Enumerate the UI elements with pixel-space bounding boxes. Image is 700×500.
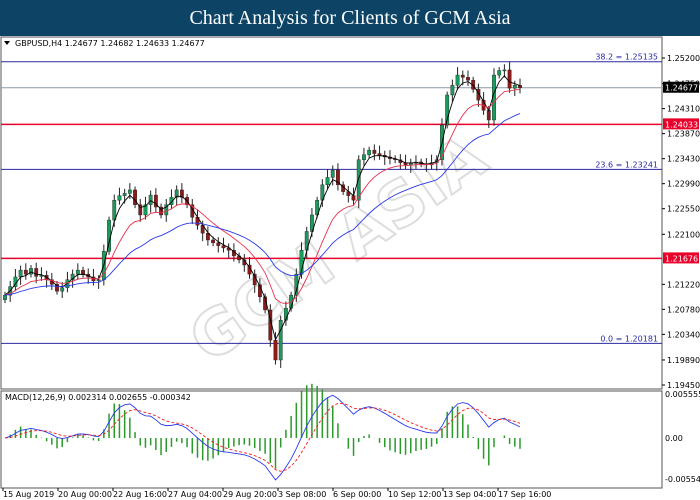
x-tick-label: 27 Aug 04:00 [168, 490, 222, 499]
y-tick-label: 1.23870 [667, 130, 700, 139]
y-tick-label: 1.24310 [667, 105, 700, 114]
candle-body [75, 269, 80, 275]
candle-body [460, 74, 465, 78]
macd-signal-line [4, 402, 521, 472]
candle-body [512, 85, 517, 89]
candle-body [221, 245, 226, 249]
y-tick-label: 1.25200 [667, 54, 700, 63]
y-tick-label: 1.22990 [667, 180, 700, 189]
candle-body [377, 153, 382, 156]
x-tick-label: 15 Aug 2019 [3, 490, 54, 499]
candle-body [325, 177, 330, 186]
candle-body [29, 268, 33, 275]
candle-body [133, 189, 137, 205]
candle-body [122, 193, 127, 196]
candle-body [81, 269, 85, 275]
ma-mid-line [4, 89, 521, 305]
candle-body [3, 294, 7, 300]
x-tick-label: 29 Aug 20:00 [223, 490, 277, 499]
x-tick-label: 20 Aug 00:00 [58, 490, 112, 499]
candle-body [216, 242, 221, 246]
candle-body [273, 339, 278, 361]
price-panel [0, 36, 663, 390]
price-tag-bg [663, 252, 699, 264]
candle-body [450, 85, 455, 96]
dropdown-triangle-icon[interactable] [4, 41, 10, 45]
candle-body [174, 189, 179, 198]
candle-body [315, 199, 320, 216]
x-tick-label: 3 Sep 08:00 [278, 490, 326, 499]
candle-body [476, 89, 481, 101]
macd-y-tick-label: 0.005555 [665, 390, 700, 399]
x-tick-label: 13 Sep 04:00 [443, 490, 496, 499]
x-tick-label: 6 Sep 00:00 [333, 490, 381, 499]
candle-body [164, 204, 169, 216]
candle-body [169, 197, 174, 205]
fib-level-label: 0.0 = 1.20181 [600, 334, 658, 343]
candle-body [497, 70, 502, 76]
price-tag-label: 1.21676 [665, 254, 698, 263]
candle-body [445, 94, 450, 126]
y-tick-label: 1.20340 [667, 330, 700, 339]
macd-y-tick-label: -0.005544 [665, 475, 700, 484]
candle-body [362, 154, 366, 160]
candle-body [23, 269, 28, 275]
ma-fast-line [4, 75, 521, 341]
candle-body [127, 189, 132, 194]
candle-body [148, 194, 153, 205]
candle-body [18, 269, 23, 278]
candle-body [112, 199, 117, 221]
current-price-tag: 1.24677 [665, 84, 698, 93]
current-price-tag-bg [663, 81, 699, 93]
candle-body [367, 149, 372, 155]
candle-body [310, 214, 314, 232]
price-tag-label: 1.24033 [665, 120, 698, 129]
y-tick-label: 1.19890 [667, 356, 700, 365]
page-title: Chart Analysis for Clients of GCM Asia [0, 0, 700, 36]
y-tick-label: 1.23430 [667, 155, 700, 164]
candle-body [336, 169, 340, 186]
candle-body [143, 204, 148, 216]
symbol-info: GBPUSD,H4 1.24677 1.24682 1.24633 1.2467… [15, 39, 205, 48]
x-tick-label: 22 Aug 16:00 [113, 490, 167, 499]
candle-body [299, 250, 304, 275]
x-tick-label: 17 Sep 16:00 [498, 490, 551, 499]
candle-body [330, 169, 335, 178]
x-tick-label: 10 Sep 12:00 [388, 490, 441, 499]
candle-body [159, 206, 163, 216]
candle-body [138, 204, 143, 216]
fib-level-label: 23.6 = 1.23241 [595, 160, 658, 169]
candle-body [179, 189, 184, 198]
macd-label: MACD(12,26,9) 0.002314 0.002655 -0.00034… [5, 393, 191, 402]
macd-y-tick-label: 0.00 [665, 434, 683, 443]
fib-level-label: 38.2 = 1.25135 [595, 53, 658, 62]
ma-slow-line [4, 113, 521, 296]
y-tick-label: 1.22550 [667, 205, 700, 214]
candle-body [211, 239, 215, 244]
candle-body [486, 110, 491, 121]
price-tag-bg [663, 118, 699, 130]
candle-body [466, 77, 470, 81]
y-tick-label: 1.21220 [667, 280, 700, 289]
y-tick-label: 1.22100 [667, 230, 700, 239]
y-tick-label: 1.19450 [667, 381, 700, 390]
candle-body [372, 149, 377, 154]
y-tick-label: 1.20780 [667, 305, 700, 314]
candle-body [455, 74, 460, 86]
candle-body [117, 195, 122, 201]
candle-body [96, 279, 101, 282]
macd-panel [0, 390, 663, 489]
candle-body [153, 194, 158, 208]
candle-body [55, 284, 59, 292]
candle-body [60, 287, 65, 292]
candle-body [356, 159, 361, 201]
candle-body [507, 69, 512, 89]
candle-body [502, 69, 507, 72]
candle-body [278, 319, 283, 361]
candle-body [34, 268, 39, 277]
